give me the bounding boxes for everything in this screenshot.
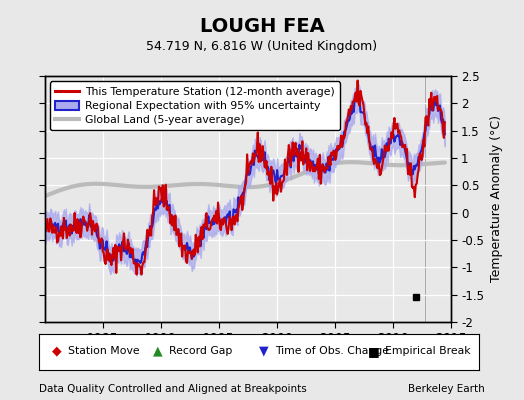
Text: LOUGH FEA: LOUGH FEA bbox=[200, 16, 324, 36]
Text: Data Quality Controlled and Aligned at Breakpoints: Data Quality Controlled and Aligned at B… bbox=[39, 384, 307, 394]
Y-axis label: Temperature Anomaly (°C): Temperature Anomaly (°C) bbox=[489, 116, 503, 282]
Text: Berkeley Earth: Berkeley Earth bbox=[408, 384, 485, 394]
Text: Station Move: Station Move bbox=[68, 346, 139, 356]
Text: 54.719 N, 6.816 W (United Kingdom): 54.719 N, 6.816 W (United Kingdom) bbox=[146, 40, 378, 53]
Text: ◆: ◆ bbox=[52, 345, 62, 358]
Text: ■: ■ bbox=[368, 345, 380, 358]
Text: ▼: ▼ bbox=[259, 345, 269, 358]
Text: Time of Obs. Change: Time of Obs. Change bbox=[275, 346, 389, 356]
Text: Empirical Break: Empirical Break bbox=[385, 346, 471, 356]
Legend: This Temperature Station (12-month average), Regional Expectation with 95% uncer: This Temperature Station (12-month avera… bbox=[50, 82, 340, 130]
Text: Record Gap: Record Gap bbox=[169, 346, 233, 356]
Text: ▲: ▲ bbox=[154, 345, 163, 358]
